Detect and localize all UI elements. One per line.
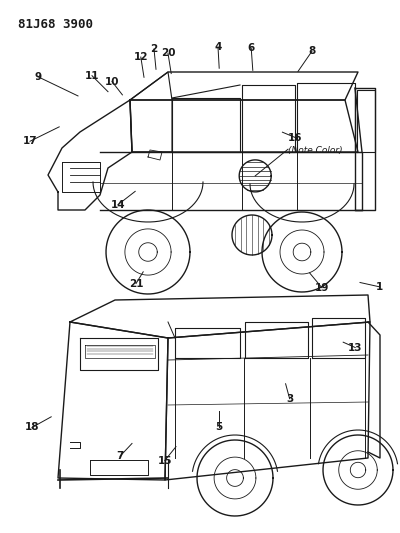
Text: 17: 17 (23, 136, 37, 146)
Text: 1: 1 (376, 282, 383, 292)
Text: 7: 7 (116, 451, 124, 461)
Text: 81J68 3900: 81J68 3900 (18, 18, 93, 31)
Text: 6: 6 (248, 43, 255, 53)
Text: 20: 20 (161, 49, 175, 58)
Text: 15: 15 (158, 456, 172, 465)
Text: 11: 11 (85, 71, 99, 80)
Text: 12: 12 (134, 52, 148, 62)
Text: 3: 3 (286, 394, 293, 403)
Text: 10: 10 (105, 77, 119, 86)
Text: 18: 18 (25, 423, 39, 432)
Text: 9: 9 (34, 72, 42, 82)
Text: 13: 13 (348, 343, 362, 352)
Text: 5: 5 (216, 423, 223, 432)
Text: 4: 4 (214, 42, 222, 52)
Text: 2: 2 (150, 44, 158, 54)
Text: 14: 14 (111, 200, 125, 209)
Text: (Note Color): (Note Color) (288, 146, 343, 155)
Text: 21: 21 (129, 279, 143, 288)
Text: 8: 8 (308, 46, 316, 56)
Text: 19: 19 (315, 283, 329, 293)
Text: 16: 16 (288, 133, 302, 142)
